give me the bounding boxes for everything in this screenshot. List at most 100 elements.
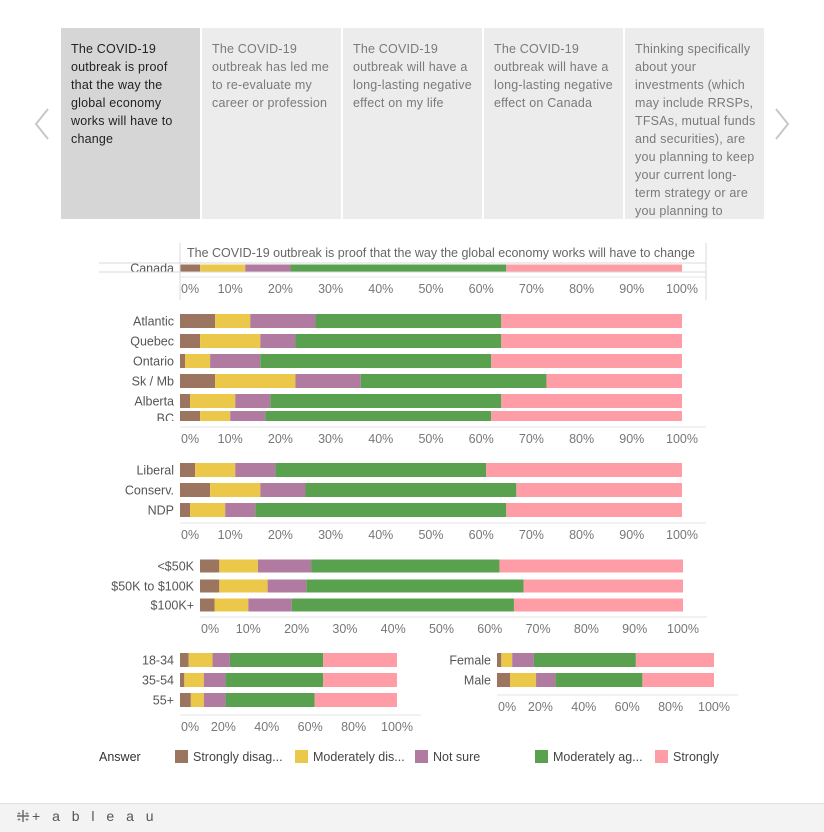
bar-segment[interactable] [499,559,683,573]
tab-question-5[interactable]: Thinking specifically about your investm… [625,28,764,219]
legend-item-strongly-disagree[interactable]: Strongly disag... [175,750,283,764]
bar-segment[interactable] [210,483,261,497]
bar-segment[interactable] [200,411,231,425]
bar-segment[interactable] [180,483,211,497]
bar-segment[interactable] [501,314,682,328]
bar-segment[interactable] [290,264,507,272]
bar-segment[interactable] [291,598,514,612]
tab-question-1[interactable]: The COVID-19 outbreak is proof that the … [61,28,200,219]
bar-segment[interactable] [180,673,185,687]
bar-segment[interactable] [180,503,191,517]
bar-segment[interactable] [180,334,201,348]
bar-segment[interactable] [315,314,502,328]
bar-segment[interactable] [180,653,189,667]
bar-segment[interactable] [200,264,246,272]
bar-segment[interactable] [200,598,215,612]
legend-item-strongly-agree[interactable]: Strongly [655,750,719,764]
bar-segment[interactable] [203,693,226,707]
bar-segment[interactable] [360,374,547,388]
bar-segment[interactable] [219,559,258,573]
bar-segment[interactable] [510,673,537,687]
bar-segment[interactable] [200,559,220,573]
tab-question-4[interactable]: The COVID-19 outbreak will have a long-l… [484,28,623,219]
bar-segment[interactable] [215,314,251,328]
bar-segment[interactable] [203,673,226,687]
bar-segment[interactable] [314,693,397,707]
bar-segment[interactable] [225,693,315,707]
bar-segment[interactable] [200,334,261,348]
bar-segment[interactable] [635,653,714,667]
legend-item-moderately-agree[interactable]: Moderately ag... [535,750,643,764]
bar-segment[interactable] [491,411,682,425]
bar-segment[interactable] [267,579,307,593]
tab-question-2[interactable]: The COVID-19 outbreak has led me to re-e… [202,28,341,219]
bar-segment[interactable] [219,579,268,593]
bar-segment[interactable] [323,673,397,687]
bar-segment[interactable] [501,394,682,408]
bar-segment[interactable] [180,354,186,368]
legend-item-moderately-disagree[interactable]: Moderately dis... [295,750,405,764]
bar-segment[interactable] [180,374,216,388]
bar-segment[interactable] [265,411,492,425]
bar-segment[interactable] [250,314,316,328]
bar-segment[interactable] [260,354,492,368]
bar-segment[interactable] [305,483,517,497]
bar-segment[interactable] [180,314,216,328]
bar-segment[interactable] [235,394,271,408]
bar-segment[interactable] [185,354,211,368]
bar-segment[interactable] [311,559,500,573]
bar-segment[interactable] [225,673,324,687]
bar-segment[interactable] [184,673,204,687]
bar-segment[interactable] [255,503,507,517]
bar-segment[interactable] [486,463,682,477]
bar-segment[interactable] [513,598,683,612]
bar-segment[interactable] [497,653,502,667]
bar-segment[interactable] [225,503,256,517]
bar-segment[interactable] [501,334,682,348]
bar-segment[interactable] [260,483,306,497]
bar-segment[interactable] [212,653,230,667]
bar-segment[interactable] [190,693,204,707]
bar-segment[interactable] [491,354,682,368]
bar-segment[interactable] [230,411,266,425]
bar-segment[interactable] [257,559,312,573]
bar-segment[interactable] [536,673,556,687]
bar-segment[interactable] [306,579,524,593]
bar-segment[interactable] [506,264,682,272]
bar-segment[interactable] [295,334,502,348]
bar-segment[interactable] [190,394,236,408]
previous-arrow-icon[interactable] [32,106,52,142]
bar-segment[interactable] [275,463,487,477]
legend-item-not-sure[interactable]: Not sure [415,750,480,764]
bar-segment[interactable] [180,411,201,425]
bar-segment[interactable] [523,579,683,593]
bar-segment[interactable] [270,394,502,408]
bar-segment[interactable] [214,598,249,612]
bar-segment[interactable] [501,653,513,667]
bar-segment[interactable] [210,354,261,368]
bar-segment[interactable] [516,483,682,497]
bar-segment[interactable] [188,653,213,667]
bar-segment[interactable] [546,374,682,388]
bar-segment[interactable] [190,503,226,517]
bar-segment[interactable] [180,463,196,477]
bar-segment[interactable] [260,334,296,348]
bar-segment[interactable] [229,653,324,667]
bar-segment[interactable] [215,374,296,388]
bar-segment[interactable] [512,653,534,667]
bar-segment[interactable] [180,264,201,272]
bar-segment[interactable] [323,653,397,667]
bar-segment[interactable] [642,673,714,687]
bar-segment[interactable] [245,264,291,272]
bar-segment[interactable] [248,598,292,612]
bar-segment[interactable] [555,673,643,687]
bar-segment[interactable] [506,503,682,517]
bar-segment[interactable] [533,653,636,667]
bar-segment[interactable] [235,463,276,477]
bar-segment[interactable] [497,673,511,687]
next-arrow-icon[interactable] [772,106,792,142]
bar-segment[interactable] [195,463,236,477]
bar-segment[interactable] [295,374,361,388]
bar-segment[interactable] [180,394,191,408]
tab-question-3[interactable]: The COVID-19 outbreak will have a long-l… [343,28,482,219]
